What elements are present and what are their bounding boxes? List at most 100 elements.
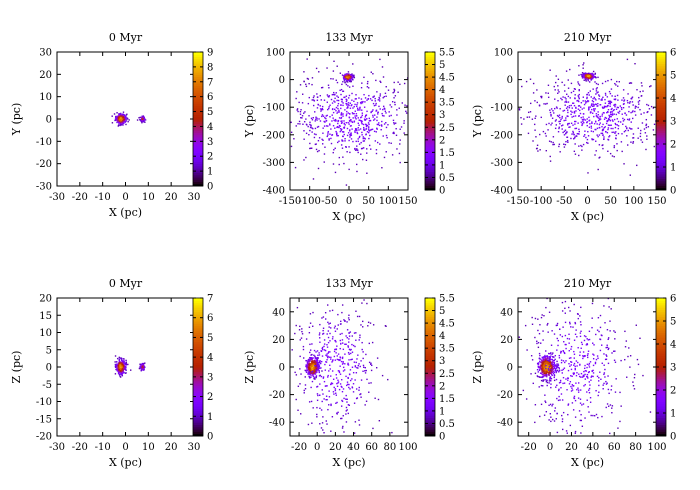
data-point: [344, 109, 346, 111]
data-point: [606, 106, 608, 108]
data-point: [314, 127, 317, 130]
data-point: [360, 147, 363, 150]
data-point: [544, 365, 546, 368]
data-point: [368, 131, 370, 134]
data-point: [316, 371, 318, 373]
data-point: [353, 74, 355, 76]
data-point: [571, 133, 573, 135]
colorbar-segment: [656, 114, 666, 117]
colorbar-segment: [193, 431, 203, 435]
data-point: [578, 109, 581, 112]
data-point: [362, 158, 364, 161]
data-point: [320, 427, 323, 429]
data-point: [593, 115, 595, 118]
data-point: [615, 378, 617, 380]
y-tick-label: 100: [266, 48, 285, 59]
data-point: [544, 132, 547, 135]
data-point: [322, 329, 324, 332]
data-point: [321, 355, 324, 357]
data-point: [536, 342, 538, 345]
data-point: [354, 103, 356, 106]
data-point: [347, 76, 350, 79]
colorbar-tick-label: 4: [670, 94, 676, 105]
data-point: [613, 104, 615, 106]
data-point: [356, 129, 358, 132]
data-point: [316, 350, 319, 352]
colorbar-segment: [425, 114, 435, 117]
data-point: [310, 373, 312, 375]
data-point: [581, 145, 583, 148]
data-point: [332, 391, 335, 393]
data-point: [595, 413, 598, 416]
data-point: [290, 121, 292, 124]
data-point: [356, 103, 358, 106]
data-point: [565, 98, 567, 100]
data-point: [527, 111, 530, 114]
data-point: [609, 404, 612, 406]
data-point: [287, 113, 288, 114]
data-point: [542, 373, 544, 376]
data-point: [343, 77, 346, 80]
colorbar-segment: [656, 169, 666, 173]
data-point: [118, 369, 120, 372]
data-point: [339, 357, 342, 359]
data-point: [311, 119, 314, 121]
data-point: [634, 114, 637, 116]
colorbar-segment: [425, 344, 435, 347]
data-point: [347, 75, 349, 77]
data-point: [571, 375, 573, 377]
colorbar-segment: [656, 132, 666, 136]
data-point: [338, 163, 340, 166]
data-point: [624, 346, 627, 348]
data-point: [117, 366, 120, 369]
colorbar-segment: [193, 360, 203, 363]
data-point: [350, 138, 353, 140]
data-point: [360, 141, 362, 144]
data-point: [372, 114, 374, 117]
data-point: [365, 353, 367, 356]
colorbar-segment: [193, 154, 203, 158]
data-point: [398, 107, 400, 109]
data-point: [593, 105, 595, 107]
data-point: [574, 115, 577, 117]
data-point: [372, 96, 375, 98]
data-point: [580, 376, 582, 378]
data-point: [631, 111, 634, 113]
data-point: [319, 367, 321, 369]
data-point: [363, 76, 365, 79]
data-point: [590, 414, 592, 417]
data-point: [551, 117, 554, 119]
y-tick-label: -300: [491, 158, 513, 169]
data-point: [549, 155, 551, 158]
data-point: [617, 125, 620, 127]
data-point: [581, 425, 584, 427]
data-point: [622, 89, 625, 91]
data-point: [400, 126, 403, 128]
data-point: [321, 347, 323, 350]
data-point: [360, 116, 363, 118]
data-point: [553, 356, 555, 358]
x-tick-label: -100: [530, 196, 552, 207]
data-point: [632, 137, 635, 139]
data-point: [346, 336, 348, 339]
data-point: [346, 381, 349, 383]
data-point: [609, 105, 611, 107]
data-point: [326, 94, 329, 96]
data-point: [565, 360, 567, 362]
colorbar-segment: [193, 327, 203, 331]
data-point: [337, 324, 339, 326]
data-point: [606, 120, 608, 122]
data-point: [325, 119, 328, 122]
data-point: [547, 361, 549, 363]
data-point: [310, 376, 312, 378]
data-point: [545, 92, 547, 94]
colorbar-segment: [425, 104, 435, 108]
data-point: [125, 361, 127, 363]
data-point: [351, 358, 353, 361]
data-point: [605, 274, 606, 275]
colorbar-segment: [656, 176, 666, 179]
data-point: [316, 93, 318, 95]
data-point: [589, 361, 592, 363]
data-point: [141, 363, 144, 366]
data-point: [548, 371, 551, 373]
